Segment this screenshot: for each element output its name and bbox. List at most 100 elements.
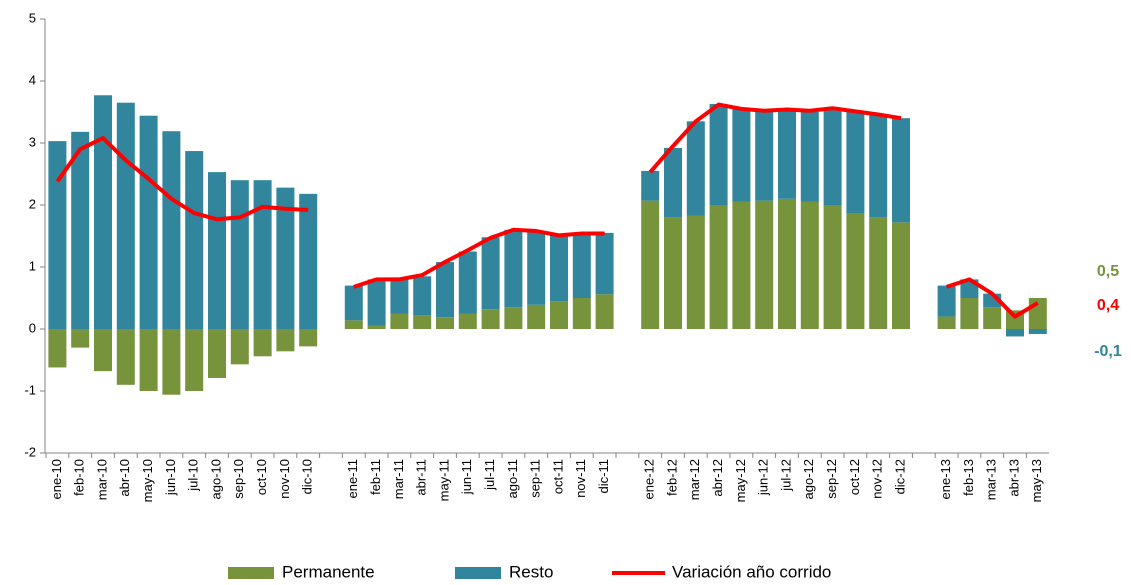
bar [94, 95, 112, 329]
bar [299, 193, 318, 329]
bar [755, 112, 774, 201]
bar [1028, 298, 1047, 329]
bar [162, 329, 181, 395]
x-tick-label: ago-12 [801, 459, 816, 499]
bar [664, 217, 682, 329]
bar [344, 320, 363, 329]
bar [732, 108, 751, 202]
y-tick-label: -2 [24, 444, 36, 459]
value-label: -0,1 [1094, 343, 1122, 360]
bar [595, 232, 614, 295]
bar [846, 112, 865, 214]
y-tick-label: 1 [29, 258, 36, 273]
x-tick-label: jul-11 [482, 459, 497, 491]
bar [869, 217, 888, 329]
x-tick-label: abr-12 [710, 459, 725, 497]
x-tick-label: ago-10 [208, 459, 223, 499]
bar [686, 215, 705, 329]
bar [572, 232, 591, 298]
x-tick-label: sep-11 [528, 459, 543, 498]
line [55, 102, 1039, 319]
x-tick-label: feb-12 [664, 459, 679, 496]
bar [846, 213, 865, 329]
bar [823, 205, 842, 329]
bar [458, 251, 477, 314]
bar [686, 121, 705, 216]
bar [71, 329, 90, 348]
x-tick-label: jun-11 [459, 459, 474, 495]
bar [892, 222, 910, 329]
x-tick-label: jul-12 [778, 459, 793, 492]
bar [550, 235, 568, 302]
bar [527, 231, 546, 305]
y-tick-label: 4 [29, 72, 36, 87]
bar [139, 329, 158, 391]
x-tick-label: dic-10 [300, 459, 315, 494]
bar [48, 329, 67, 368]
x-tick-label: jun-10 [163, 459, 178, 496]
bar [367, 279, 386, 326]
x-tick-label: nov-11 [573, 459, 588, 498]
bar [778, 110, 796, 199]
x-tick-label: feb-13 [961, 459, 976, 496]
bar [664, 147, 682, 218]
bar [94, 329, 112, 372]
bar [162, 131, 181, 329]
bar [436, 262, 454, 318]
x-tick-label: sep-10 [231, 459, 246, 499]
bar [983, 307, 1002, 329]
x-tick-label: may-10 [140, 459, 155, 502]
bar [230, 180, 249, 329]
bar [230, 329, 249, 365]
legend-swatch [455, 567, 501, 579]
legend-label: Variación año corrido [672, 562, 831, 581]
bar [937, 316, 956, 329]
bar [276, 187, 295, 329]
y-tick-label: -1 [24, 382, 36, 397]
bar [869, 115, 888, 218]
bar [595, 294, 614, 329]
bar [504, 229, 523, 308]
x-tick-label: sep-12 [824, 459, 839, 499]
bar [1006, 329, 1024, 337]
x-tick-label: may-11 [436, 459, 451, 501]
bar [709, 205, 728, 329]
value-label: 0,4 [1097, 297, 1119, 314]
x-tick-label: mar-12 [687, 459, 702, 500]
legend-label: Resto [509, 562, 553, 581]
x-tick-label: mar-11 [391, 459, 406, 499]
bar [823, 108, 842, 205]
x-tick-label: oct-10 [254, 459, 269, 495]
bar [139, 115, 158, 329]
x-tick-label: ene-13 [938, 459, 953, 499]
bar [116, 329, 135, 385]
bar [458, 313, 477, 329]
x-tick-label: abr-11 [414, 459, 429, 496]
x-tick-label: may-13 [1029, 459, 1044, 502]
x-tick-label: dic-11 [596, 459, 611, 493]
value-label: 0,5 [1097, 263, 1119, 280]
bar [185, 151, 204, 329]
bar [71, 131, 90, 329]
bar [481, 237, 500, 310]
x-tick-label: nov-10 [277, 459, 292, 499]
x-tick-label: ene-11 [345, 459, 360, 499]
bar [390, 279, 409, 314]
y-tick-label: 3 [29, 134, 36, 149]
bar [48, 141, 67, 329]
bar [732, 201, 751, 329]
bar [481, 309, 500, 329]
bar [641, 170, 660, 201]
bar [800, 112, 819, 202]
bar [276, 329, 295, 352]
x-tick-label: mar-10 [94, 459, 109, 500]
bar [709, 103, 728, 205]
x-tick-label: abr-10 [117, 459, 132, 497]
bar [253, 180, 272, 329]
x-tick-label: jun-12 [756, 459, 771, 496]
y-tick-label: 5 [29, 10, 36, 25]
bar [413, 276, 432, 316]
bar [367, 325, 386, 329]
x-tick-label: ene-12 [642, 459, 657, 499]
bar [253, 329, 272, 357]
